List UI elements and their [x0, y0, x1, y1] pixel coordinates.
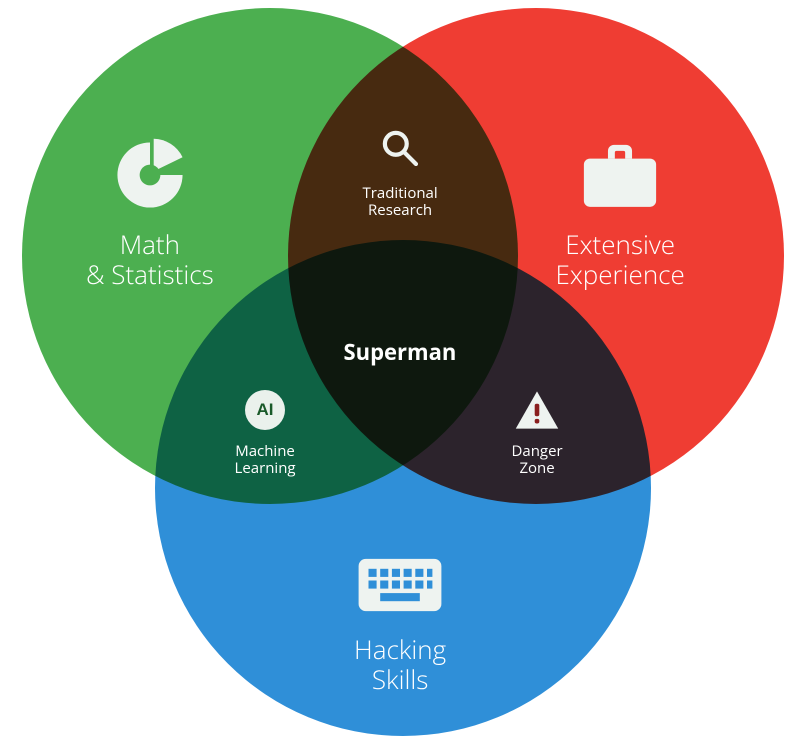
danger-label: Danger Zone — [512, 443, 563, 478]
math-label: Math & Statistics — [86, 230, 214, 290]
research-label: Traditional Research — [363, 185, 438, 220]
magnifier-icon — [379, 127, 421, 169]
center-label: Superman — [344, 340, 457, 365]
ai-badge-icon: AI — [245, 390, 285, 430]
briefcase-icon — [577, 138, 663, 212]
venn-diagram: Math & Statistics Extensive Experience H — [0, 0, 800, 742]
experience-label: Extensive Experience — [556, 230, 685, 290]
hacking-label: Hacking Skills — [354, 635, 446, 695]
ai-badge-text: AI — [245, 390, 285, 430]
ml-label: Machine Learning — [235, 443, 296, 478]
keyboard-icon — [355, 553, 445, 617]
pie-chart-icon — [113, 138, 187, 212]
warning-icon — [514, 389, 560, 431]
